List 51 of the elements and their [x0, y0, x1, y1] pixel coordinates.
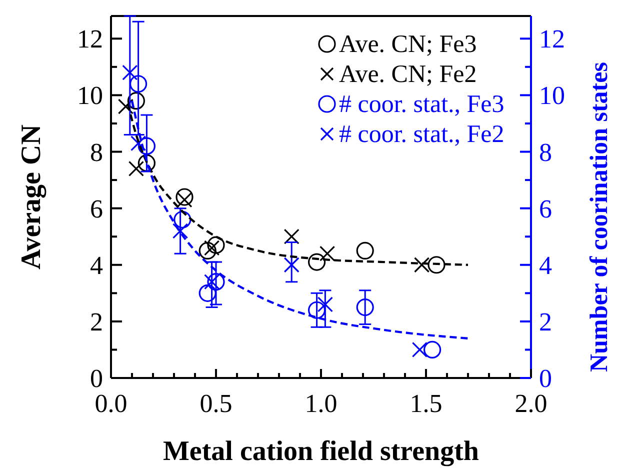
y-tick-label: 12 [77, 24, 103, 54]
point [118, 98, 134, 114]
x-tick-label: 0.5 [200, 389, 232, 418]
legend-label: # coor. stat., Fe3 [339, 91, 504, 118]
point [198, 284, 216, 302]
point [172, 223, 188, 239]
point [320, 246, 336, 262]
y2-tick-label: 4 [539, 250, 552, 280]
point [424, 340, 442, 359]
y-tick-label: 4 [90, 250, 103, 280]
point [317, 296, 333, 312]
point [204, 274, 220, 290]
point [414, 257, 430, 273]
point [207, 236, 225, 254]
x-tick-label: 1.0 [304, 389, 338, 418]
point [138, 154, 156, 172]
point [412, 342, 428, 358]
y-tick-label: 10 [77, 81, 103, 110]
y2-tick-label: 6 [539, 194, 552, 224]
y2-tick-label: 12 [539, 24, 565, 54]
point [284, 228, 300, 244]
point [122, 64, 138, 80]
x-tick-label: 1.5 [410, 389, 442, 418]
x-axis-title: Metal cation field strength [163, 436, 480, 467]
point [356, 242, 374, 260]
point [174, 210, 192, 228]
legend-label: Ave. CN; Fe2 [339, 61, 477, 88]
point [130, 75, 148, 93]
y2-tick-label: 10 [539, 81, 565, 110]
point [207, 273, 225, 291]
point [284, 257, 300, 273]
legend-label: # coor. stat., Fe2 [339, 121, 504, 148]
point [428, 256, 446, 274]
legend-label: Ave. CN; Fe3 [339, 31, 477, 58]
point [176, 188, 194, 206]
y-tick-label: 2 [90, 307, 103, 336]
y-axis-title: Average CN [16, 124, 47, 270]
point [138, 137, 156, 155]
point [356, 298, 374, 316]
point [176, 192, 192, 208]
point [308, 301, 326, 319]
point [198, 242, 216, 260]
y-tick-label: 6 [90, 194, 103, 224]
point [204, 240, 220, 256]
y2-tick-label: 8 [539, 138, 552, 167]
y-tick-label: 8 [90, 138, 103, 167]
point [127, 92, 145, 110]
y2-axis-title: Number of coorination states [586, 62, 613, 372]
point [308, 253, 326, 271]
point [128, 160, 144, 177]
y2-tick-label: 2 [539, 307, 552, 336]
